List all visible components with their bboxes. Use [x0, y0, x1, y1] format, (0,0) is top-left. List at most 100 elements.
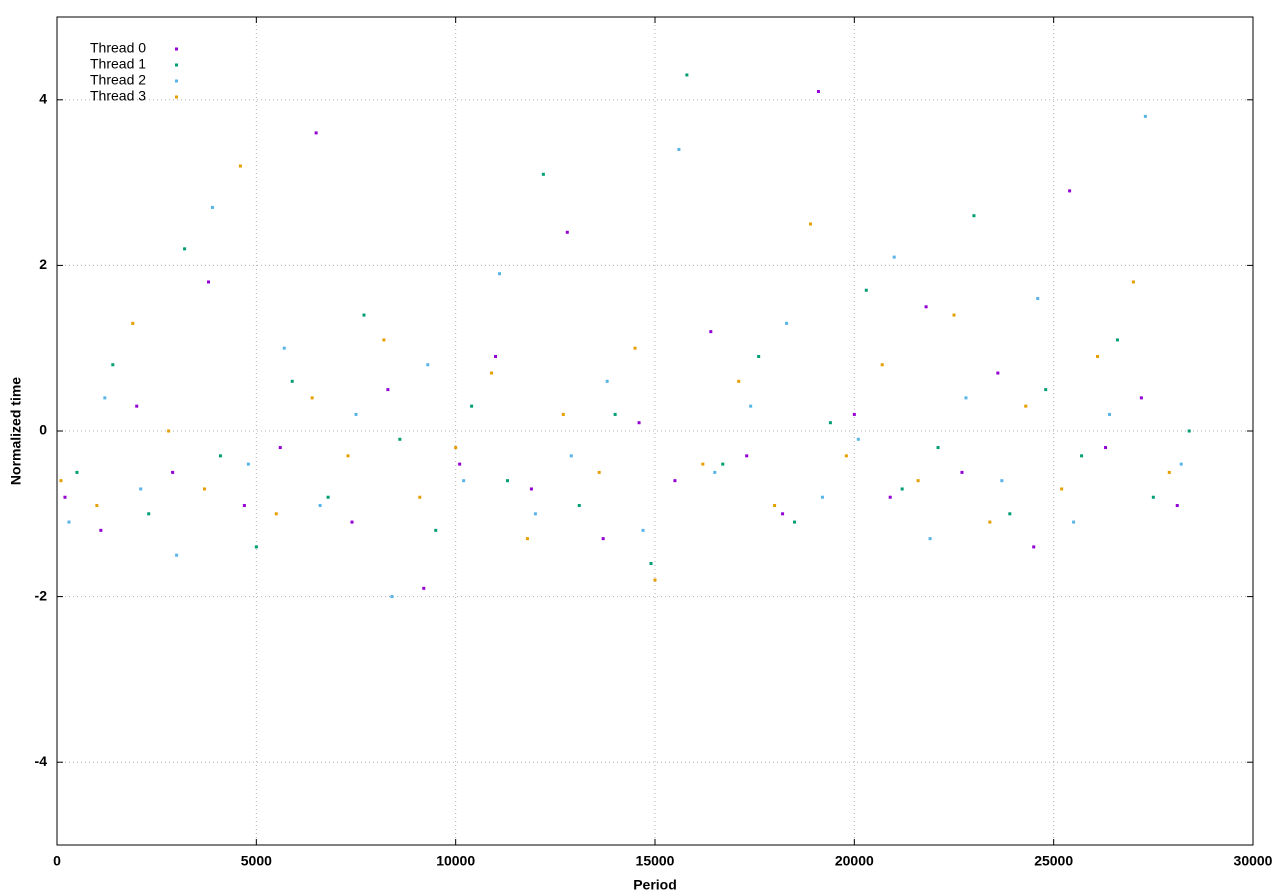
y-tick-label: 4 — [39, 91, 47, 107]
point — [677, 147, 681, 151]
point — [613, 412, 617, 416]
point — [757, 354, 761, 358]
point — [278, 446, 282, 450]
point — [1096, 354, 1100, 358]
point — [641, 528, 645, 532]
point — [1036, 297, 1040, 301]
point — [1131, 280, 1135, 284]
point — [422, 586, 426, 590]
point — [418, 495, 422, 499]
point — [749, 404, 753, 408]
point — [685, 73, 689, 77]
point — [928, 537, 932, 541]
point — [533, 512, 537, 516]
point — [1139, 396, 1143, 400]
point — [1151, 495, 1155, 499]
point — [382, 338, 386, 342]
point — [988, 520, 992, 524]
point — [131, 321, 135, 325]
point — [246, 462, 250, 466]
point — [362, 313, 366, 317]
point — [529, 487, 533, 491]
point — [856, 437, 860, 441]
point — [470, 404, 474, 408]
point — [1103, 446, 1107, 450]
point — [314, 131, 318, 135]
legend-label: Thread 2 — [90, 72, 146, 88]
point — [1179, 462, 1183, 466]
x-tick-label: 0 — [53, 853, 61, 869]
point — [462, 479, 466, 483]
point — [864, 288, 868, 292]
point — [1000, 479, 1004, 483]
point — [844, 454, 848, 458]
point — [458, 462, 462, 466]
point — [183, 247, 187, 251]
point — [737, 379, 741, 383]
point — [147, 512, 151, 516]
point — [103, 396, 107, 400]
point — [282, 346, 286, 350]
point — [565, 230, 569, 234]
y-tick-label: -2 — [35, 587, 48, 603]
point — [310, 396, 314, 400]
point — [1080, 454, 1084, 458]
legend-swatch — [175, 95, 178, 99]
point — [171, 470, 175, 474]
point — [206, 280, 210, 284]
point — [880, 363, 884, 367]
point — [167, 429, 171, 433]
point — [828, 421, 832, 425]
point — [713, 470, 717, 474]
point — [569, 454, 573, 458]
point — [1107, 412, 1111, 416]
point — [808, 222, 812, 226]
point — [494, 354, 498, 358]
point — [793, 520, 797, 524]
point — [1068, 189, 1072, 193]
legend-swatch — [175, 79, 178, 83]
legend-label: Thread 1 — [90, 56, 146, 72]
point — [673, 479, 677, 483]
point — [203, 487, 207, 491]
point — [561, 412, 565, 416]
point — [318, 504, 322, 508]
point — [398, 437, 402, 441]
point — [1032, 545, 1036, 549]
point — [390, 595, 394, 599]
point — [99, 528, 103, 532]
x-tick-label: 25000 — [1034, 853, 1073, 869]
point — [135, 404, 139, 408]
point — [597, 470, 601, 474]
x-tick-label: 5000 — [241, 853, 272, 869]
point — [67, 520, 71, 524]
point — [238, 164, 242, 168]
point — [326, 495, 330, 499]
point — [637, 421, 641, 425]
point — [139, 487, 143, 491]
point — [1024, 404, 1028, 408]
point — [633, 346, 637, 350]
point — [577, 504, 581, 508]
point — [1115, 338, 1119, 342]
point — [745, 454, 749, 458]
point — [426, 363, 430, 367]
point — [498, 272, 502, 276]
point — [816, 90, 820, 94]
point — [210, 205, 214, 209]
point — [701, 462, 705, 466]
point — [892, 255, 896, 259]
point — [972, 214, 976, 218]
point — [785, 321, 789, 325]
point — [601, 537, 605, 541]
x-tick-label: 10000 — [436, 853, 475, 869]
point — [1167, 470, 1171, 474]
legend-swatch — [175, 47, 178, 51]
point — [709, 330, 713, 334]
point — [964, 396, 968, 400]
point — [1072, 520, 1076, 524]
point — [1187, 429, 1191, 433]
point — [75, 470, 79, 474]
point — [490, 371, 494, 375]
